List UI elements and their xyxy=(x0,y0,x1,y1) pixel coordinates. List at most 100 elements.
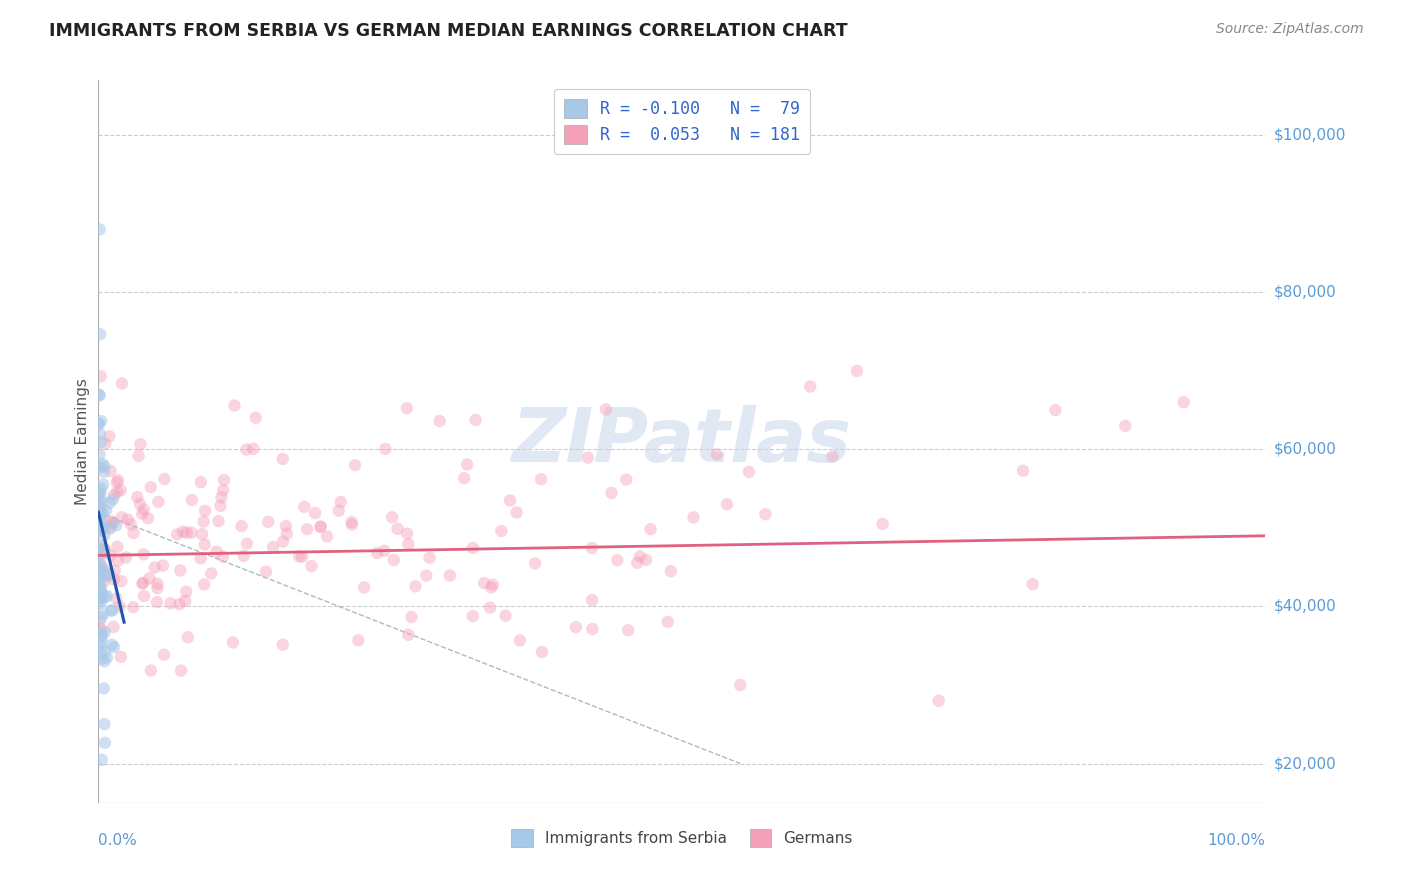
Point xyxy=(87,520,110,534)
Point xyxy=(93,465,115,479)
Point xyxy=(94,542,117,557)
Point xyxy=(89,388,111,402)
Point xyxy=(329,495,352,509)
Point xyxy=(90,644,112,658)
Point xyxy=(90,539,112,553)
Point xyxy=(628,549,651,564)
Point xyxy=(491,524,513,538)
Point xyxy=(89,558,111,572)
Point xyxy=(706,447,728,461)
Point xyxy=(347,633,370,648)
Point xyxy=(100,603,122,617)
Point xyxy=(89,327,111,342)
Point xyxy=(89,596,111,610)
Point xyxy=(482,578,505,592)
Point xyxy=(657,615,679,629)
Point xyxy=(343,458,366,473)
Text: $20,000: $20,000 xyxy=(1274,756,1337,771)
Point xyxy=(132,575,155,590)
Point xyxy=(128,449,150,463)
Point xyxy=(93,654,115,668)
Point xyxy=(581,622,603,636)
Point xyxy=(89,590,111,604)
Point xyxy=(94,590,117,604)
Point xyxy=(159,596,181,610)
Point xyxy=(231,519,253,533)
Point xyxy=(193,515,215,529)
Point xyxy=(242,442,264,456)
Point xyxy=(174,584,197,599)
Point xyxy=(89,555,111,569)
Point xyxy=(110,574,132,589)
Point xyxy=(461,541,484,555)
Point xyxy=(531,645,554,659)
Text: 0.0%: 0.0% xyxy=(98,833,138,848)
Point xyxy=(87,417,110,431)
Point xyxy=(222,635,245,649)
Point xyxy=(90,414,112,428)
Point xyxy=(91,494,114,508)
Text: ZIPatlas: ZIPatlas xyxy=(512,405,852,478)
Text: $80,000: $80,000 xyxy=(1274,285,1337,300)
Point xyxy=(89,511,111,525)
Point xyxy=(105,475,128,490)
Point xyxy=(166,527,188,541)
Point xyxy=(122,526,145,541)
Point xyxy=(90,753,112,767)
Point xyxy=(846,364,869,378)
Point xyxy=(581,541,603,555)
Point xyxy=(90,629,112,643)
Point xyxy=(90,590,112,604)
Point xyxy=(139,664,162,678)
Point xyxy=(169,564,191,578)
Point xyxy=(128,497,150,511)
Point xyxy=(401,610,423,624)
Point xyxy=(232,549,254,563)
Point xyxy=(93,528,115,542)
Point xyxy=(172,524,194,539)
Point xyxy=(107,473,129,487)
Point xyxy=(105,518,128,533)
Point xyxy=(453,471,475,485)
Text: Source: ZipAtlas.com: Source: ZipAtlas.com xyxy=(1216,22,1364,37)
Point xyxy=(387,522,409,536)
Point xyxy=(93,545,115,559)
Point xyxy=(634,553,657,567)
Point xyxy=(103,516,125,530)
Point xyxy=(472,576,495,591)
Point xyxy=(91,560,114,574)
Point xyxy=(87,492,110,507)
Point xyxy=(429,414,451,428)
Point xyxy=(89,574,111,588)
Point xyxy=(136,511,159,525)
Point xyxy=(127,490,149,504)
Point xyxy=(1114,418,1136,433)
Point xyxy=(738,465,761,479)
Point xyxy=(90,524,112,538)
Point xyxy=(115,550,138,565)
Text: $60,000: $60,000 xyxy=(1274,442,1337,457)
Point xyxy=(928,694,950,708)
Point xyxy=(90,582,112,596)
Point xyxy=(103,620,125,634)
Point xyxy=(304,506,326,520)
Point xyxy=(93,574,115,589)
Point xyxy=(235,442,257,457)
Point xyxy=(617,624,640,638)
Point xyxy=(309,519,332,533)
Point xyxy=(110,649,132,664)
Point xyxy=(90,522,112,536)
Point xyxy=(93,459,115,474)
Point xyxy=(132,548,155,562)
Point xyxy=(89,460,111,475)
Point xyxy=(132,589,155,603)
Point xyxy=(89,426,111,441)
Point xyxy=(505,506,527,520)
Point xyxy=(576,450,599,465)
Point xyxy=(316,529,339,543)
Point xyxy=(131,576,153,591)
Point xyxy=(374,442,396,456)
Point xyxy=(872,516,894,531)
Point xyxy=(614,473,637,487)
Point xyxy=(146,595,169,609)
